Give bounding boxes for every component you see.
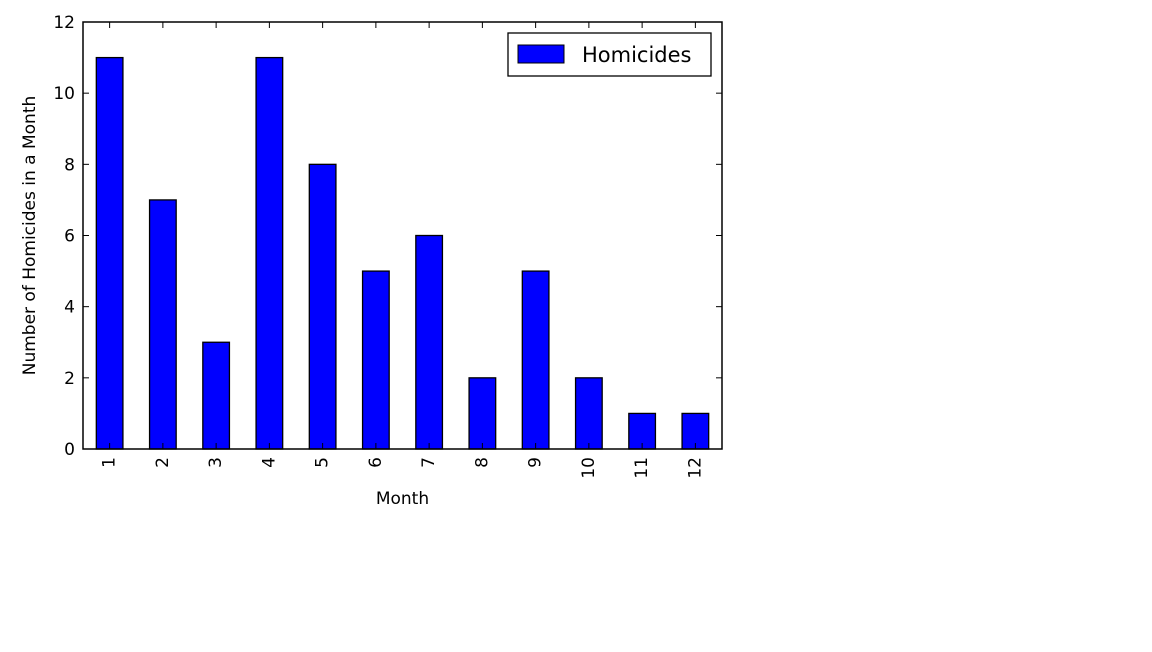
bar-month-6 bbox=[361, 270, 390, 450]
y-tick-label: 4 bbox=[64, 298, 75, 318]
x-tick-label: 6 bbox=[366, 457, 386, 468]
x-tick-label: 10 bbox=[579, 457, 599, 479]
x-tick-label: 5 bbox=[313, 457, 333, 468]
y-tick-label: 8 bbox=[64, 155, 75, 175]
x-tick-label: 12 bbox=[685, 457, 705, 479]
bar-month-5 bbox=[308, 163, 337, 450]
x-axis-ticks: 1 2 3 4 5 6 7 8 9 10 11 12 bbox=[100, 22, 705, 479]
x-tick-label: 11 bbox=[632, 457, 652, 479]
x-tick-label: 2 bbox=[153, 457, 173, 468]
y-axis-label: Number of Homicides in a Month bbox=[20, 96, 40, 376]
bar-month-1 bbox=[95, 56, 124, 450]
x-tick-label: 1 bbox=[100, 457, 120, 468]
legend-swatch bbox=[517, 44, 565, 64]
x-tick-label: 7 bbox=[419, 457, 439, 468]
bars-layer bbox=[95, 56, 710, 450]
y-tick-label: 0 bbox=[64, 440, 75, 460]
plot-frame bbox=[82, 21, 723, 450]
y-tick-label: 6 bbox=[64, 227, 75, 247]
bar-month-3 bbox=[202, 341, 231, 450]
legend: Homicides bbox=[507, 32, 712, 77]
bar-month-9 bbox=[521, 270, 550, 450]
x-tick-label: 4 bbox=[259, 457, 279, 468]
x-tick-label: 9 bbox=[526, 457, 546, 468]
y-tick-label: 2 bbox=[64, 369, 75, 389]
legend-label: Homicides bbox=[582, 43, 692, 67]
bar-month-8 bbox=[468, 377, 497, 450]
x-axis-label: Month bbox=[376, 489, 429, 509]
y-tick-label: 10 bbox=[53, 84, 75, 104]
y-axis-ticks: 0 2 4 6 8 10 12 bbox=[53, 13, 722, 460]
x-tick-label: 3 bbox=[206, 457, 226, 468]
y-tick-label: 12 bbox=[53, 13, 75, 33]
bar-month-7 bbox=[415, 234, 444, 450]
x-tick-label: 8 bbox=[472, 457, 492, 468]
bar-month-10 bbox=[574, 377, 603, 450]
bar-month-4 bbox=[255, 56, 284, 450]
bar-month-2 bbox=[148, 199, 177, 450]
